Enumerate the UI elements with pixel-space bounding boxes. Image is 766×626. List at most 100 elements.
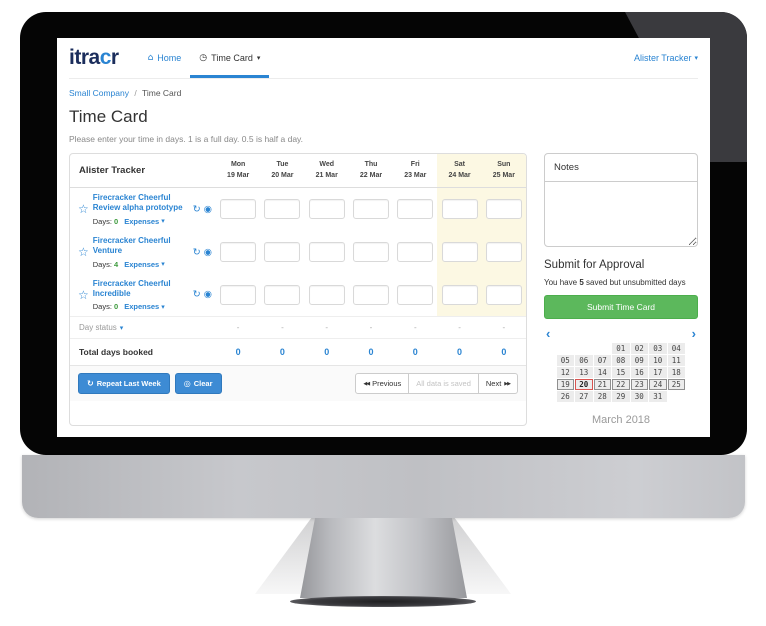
- calendar-day[interactable]: 19: [556, 378, 574, 390]
- star-icon[interactable]: ☆: [78, 287, 89, 302]
- day-status-toggle[interactable]: Day status ▾: [70, 317, 216, 338]
- calendar-day[interactable]: 22: [612, 378, 630, 390]
- target-icon[interactable]: ◉: [203, 246, 212, 258]
- calendar-day[interactable]: 15: [612, 366, 630, 378]
- day-input[interactable]: [264, 284, 301, 305]
- calendar-day[interactable]: 21: [593, 378, 611, 390]
- day-input[interactable]: [485, 284, 522, 305]
- total-days-value: 0: [368, 347, 374, 358]
- nav-home[interactable]: ⌂ Home: [139, 38, 191, 78]
- project-name-link[interactable]: Firecracker Cheerful Venture: [92, 235, 171, 256]
- table-footer: ↻ Repeat Last Week ◎ Clear ◀◀: [70, 365, 526, 402]
- day-input[interactable]: [352, 199, 389, 220]
- day-cell: [260, 274, 304, 317]
- calendar-day[interactable]: 25: [667, 378, 685, 390]
- next-label: Next: [485, 379, 502, 389]
- calendar-day[interactable]: 13: [575, 366, 593, 378]
- calendar-day[interactable]: 01: [612, 342, 630, 354]
- calendar-day[interactable]: 20: [575, 378, 593, 390]
- day-input[interactable]: [485, 242, 522, 263]
- calendar-day[interactable]: 30: [630, 390, 648, 402]
- star-icon[interactable]: ☆: [78, 245, 89, 260]
- day-input[interactable]: [397, 242, 434, 263]
- day-input[interactable]: [220, 284, 257, 305]
- calendar-day[interactable]: 29: [612, 390, 630, 402]
- calendar-day[interactable]: 17: [649, 366, 667, 378]
- calendar-day[interactable]: 23: [630, 378, 648, 390]
- expenses-toggle[interactable]: Expenses ▾: [124, 216, 165, 226]
- calendar-day[interactable]: 12: [556, 366, 574, 378]
- project-name-link[interactable]: Firecracker Cheerful Review alpha protot…: [92, 193, 183, 213]
- calendar-day[interactable]: 18: [667, 366, 685, 378]
- day-input[interactable]: [441, 284, 478, 305]
- calendar-week-row: 19 20 21 22 23 24 25: [556, 378, 686, 390]
- app-logo[interactable]: itracr: [69, 46, 119, 70]
- notes-textarea[interactable]: [544, 181, 698, 247]
- calendar-day[interactable]: 14: [593, 366, 611, 378]
- calendar-day[interactable]: 26: [556, 390, 574, 402]
- repeat-last-week-button[interactable]: ↻ Repeat Last Week: [78, 373, 170, 395]
- day-cell: [349, 188, 393, 231]
- calendar-day[interactable]: 16: [630, 366, 648, 378]
- project-name-link[interactable]: Firecracker Cheerful Incredible: [92, 278, 171, 298]
- expenses-toggle[interactable]: Expenses ▾: [124, 259, 165, 269]
- calendar-day[interactable]: 07: [593, 354, 611, 366]
- user-menu[interactable]: Alister Tracker ▾: [634, 53, 698, 63]
- nav-time-card[interactable]: ◷ Time Card ▾: [190, 38, 270, 78]
- next-week-button[interactable]: Next ▶▶: [477, 373, 518, 395]
- day-input[interactable]: [220, 199, 257, 220]
- day-input[interactable]: [485, 199, 522, 220]
- clear-button[interactable]: ◎ Clear: [174, 373, 222, 395]
- calendar-day[interactable]: 27: [575, 390, 593, 402]
- previous-week-button[interactable]: ◀◀ Previous: [355, 373, 410, 395]
- day-status-value: -: [281, 323, 284, 333]
- calendar-day[interactable]: 02: [630, 342, 648, 354]
- day-input[interactable]: [264, 242, 301, 263]
- target-icon[interactable]: ◉: [203, 203, 212, 215]
- calendar-prev-icon[interactable]: ‹: [546, 326, 551, 341]
- day-cell: [393, 188, 437, 231]
- day-input[interactable]: [397, 284, 434, 305]
- calendar-day[interactable]: 05: [556, 354, 574, 366]
- submit-time-card-button[interactable]: Submit Time Card: [544, 295, 698, 319]
- calendar-next-icon[interactable]: ›: [691, 326, 696, 341]
- calendar-day[interactable]: 04: [667, 342, 685, 354]
- day-input[interactable]: [308, 284, 345, 305]
- total-days-value: 0: [279, 347, 285, 358]
- day-column-header: Fri 23 Mar: [393, 154, 437, 187]
- day-cell: [481, 188, 526, 231]
- day-input[interactable]: [441, 242, 478, 263]
- monitor-base: [290, 596, 476, 607]
- expenses-toggle[interactable]: Expenses ▾: [124, 302, 165, 312]
- target-icon[interactable]: ◉: [203, 289, 212, 301]
- refresh-icon[interactable]: ↻: [192, 203, 201, 215]
- day-input[interactable]: [441, 199, 478, 220]
- day-input[interactable]: [352, 242, 389, 263]
- project-row-icons: ↻ ◉: [193, 289, 212, 300]
- project-meta: Firecracker Cheerful Incredible Days: 0 Ex…: [93, 279, 185, 312]
- day-input[interactable]: [308, 242, 345, 263]
- refresh-icon[interactable]: ↻: [192, 289, 201, 301]
- star-icon[interactable]: ☆: [78, 202, 89, 217]
- day-cell: [260, 231, 304, 274]
- calendar-day[interactable]: 09: [630, 354, 648, 366]
- calendar-day[interactable]: 06: [575, 354, 593, 366]
- breadcrumb-company[interactable]: Small Company: [69, 88, 129, 98]
- instructions-text: Please enter your time in days. 1 is a f…: [69, 134, 304, 144]
- calendar-day[interactable]: 28: [593, 390, 611, 402]
- calendar-day[interactable]: 24: [649, 378, 667, 390]
- refresh-icon[interactable]: ↻: [192, 246, 201, 258]
- day-input[interactable]: [308, 199, 345, 220]
- calendar-day[interactable]: 11: [667, 354, 685, 366]
- calendar-day[interactable]: 03: [649, 342, 667, 354]
- day-input[interactable]: [352, 284, 389, 305]
- previous-label: Previous: [372, 379, 402, 389]
- day-input[interactable]: [397, 199, 434, 220]
- calendar-day[interactable]: 08: [612, 354, 630, 366]
- project-info-cell: ☆ Firecracker Cheerful Incredible Days: 0 E…: [70, 274, 216, 317]
- calendar-day[interactable]: 10: [649, 354, 667, 366]
- day-input[interactable]: [264, 199, 301, 220]
- calendar-day[interactable]: 31: [649, 390, 667, 402]
- table-body: ☆ Firecracker Cheerful Review alpha proto…: [70, 188, 526, 317]
- day-input[interactable]: [220, 242, 257, 263]
